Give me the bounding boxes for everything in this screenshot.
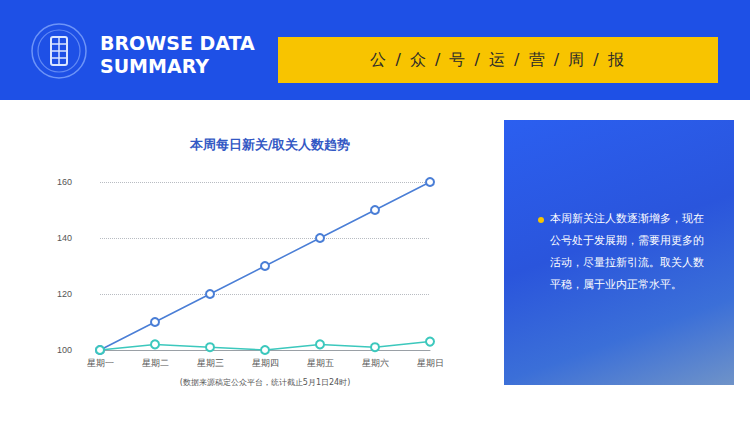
svg-text:100: 100 — [57, 345, 72, 355]
svg-text:星期五: 星期五 — [307, 358, 334, 368]
svg-text:星期四: 星期四 — [252, 358, 279, 368]
svg-text:星期三: 星期三 — [197, 358, 224, 368]
html-text:BROWSE DATA SUMMARY: BROWSE DATA SUMMARY — [100, 32, 255, 77]
html-text:(数据来源稿定公众平台，统计截止5月1日24时): (数据来源稿定公众平台，统计截止5月1日24时) — [179, 378, 351, 387]
html-text:本周新关注人数逐渐增多，现在公号处于发展期，需要用更多的活动: 本周新关注人数逐渐增多，现在公号处于发展期，需要用更多的活动，尽量拉新引流。取关… — [550, 212, 704, 291]
svg-text:星期二: 星期二 — [142, 358, 169, 368]
svg-text:120: 120 — [57, 289, 72, 299]
html-text:公 / 众 / 号 / 运 / 营 / 周 / 报: 公 / 众 / 号 / 运 / 营 / 周 / 报 — [370, 50, 626, 69]
svg-text:140: 140 — [57, 233, 72, 243]
svg-text:160: 160 — [57, 177, 72, 187]
svg-text:星期日: 星期日 — [417, 358, 444, 368]
svg-text:星期一: 星期一 — [87, 358, 114, 368]
svg-text:本周每日新关/取关人数趋势: 本周每日新关/取关人数趋势 — [189, 137, 351, 152]
svg-text:星期六: 星期六 — [362, 358, 389, 368]
